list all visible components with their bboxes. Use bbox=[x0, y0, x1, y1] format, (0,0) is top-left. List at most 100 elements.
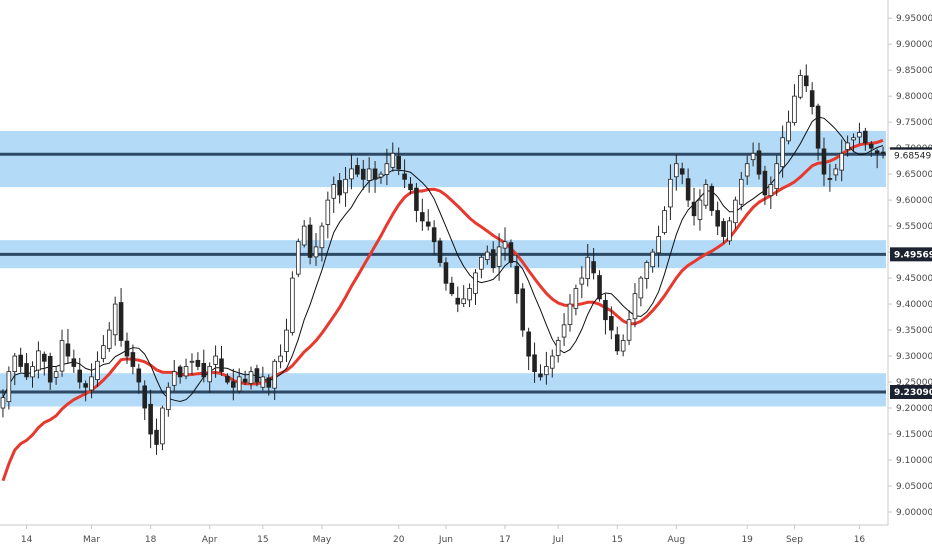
candle bbox=[148, 389, 153, 449]
candle-body bbox=[532, 354, 537, 373]
candle-body bbox=[750, 152, 756, 161]
candle-body bbox=[461, 298, 466, 304]
candlesticks bbox=[0, 64, 886, 455]
candle-body bbox=[260, 376, 266, 388]
candle bbox=[874, 148, 880, 169]
candle bbox=[384, 148, 390, 186]
candle-body bbox=[768, 184, 774, 197]
candle bbox=[514, 254, 520, 304]
zone-lower bbox=[0, 373, 886, 407]
candle-body bbox=[668, 178, 673, 208]
candle-body bbox=[0, 397, 6, 409]
candle bbox=[355, 157, 360, 178]
candle bbox=[603, 293, 608, 335]
candle-body bbox=[868, 143, 874, 149]
candle-body bbox=[248, 371, 254, 384]
candle-body bbox=[691, 201, 697, 217]
candle-body bbox=[360, 168, 366, 180]
price-tick-label: 9.45000 bbox=[896, 274, 932, 284]
candle bbox=[780, 125, 785, 178]
candle bbox=[485, 245, 490, 265]
candle-body bbox=[502, 241, 508, 249]
candle-body bbox=[6, 371, 12, 403]
candle-body bbox=[632, 293, 638, 320]
candle-body bbox=[254, 368, 260, 383]
candle-body bbox=[177, 366, 183, 378]
candle-body bbox=[609, 316, 614, 331]
candle-body bbox=[744, 163, 750, 177]
candle-body bbox=[355, 165, 360, 175]
candle-body bbox=[485, 251, 490, 260]
candle-body bbox=[614, 334, 620, 352]
candle bbox=[762, 165, 768, 205]
candle bbox=[715, 201, 720, 236]
candle bbox=[183, 358, 189, 380]
candle bbox=[721, 218, 726, 244]
candle bbox=[632, 283, 638, 328]
candle bbox=[378, 171, 384, 184]
time-tick-label: 20 bbox=[393, 535, 405, 545]
candle bbox=[626, 310, 632, 346]
candle bbox=[461, 285, 466, 307]
candle bbox=[402, 159, 407, 189]
candle-body bbox=[278, 355, 283, 363]
price-axis[interactable]: 9.950009.900009.850009.800009.750009.700… bbox=[887, 0, 932, 525]
candle bbox=[42, 351, 47, 376]
candle-body bbox=[124, 340, 130, 357]
candle bbox=[620, 334, 626, 357]
candle-body bbox=[780, 137, 785, 167]
candle-body bbox=[833, 168, 839, 176]
candle-body bbox=[112, 303, 118, 336]
candle bbox=[30, 361, 35, 388]
candle bbox=[166, 382, 171, 417]
candle bbox=[95, 351, 100, 387]
time-axis[interactable]: 14 Mar 18 Apr 15 May 20 Jun 17 Jul 15 Aug 19 Sep 16 bbox=[0, 524, 888, 545]
candle-body bbox=[53, 371, 59, 378]
candle-body bbox=[774, 163, 780, 190]
candle bbox=[154, 418, 159, 455]
time-tick-label: Mar bbox=[83, 535, 100, 545]
time-tick-label: 18 bbox=[145, 535, 157, 545]
candle bbox=[213, 345, 218, 378]
price-tick-label: 9.40000 bbox=[896, 300, 932, 310]
candle-body bbox=[130, 352, 136, 367]
candle-body bbox=[538, 373, 543, 378]
candle bbox=[112, 296, 118, 346]
candle bbox=[65, 329, 71, 364]
candle-body bbox=[851, 137, 856, 141]
candle-body bbox=[384, 163, 390, 175]
candle-body bbox=[579, 277, 585, 285]
candle-body bbox=[685, 178, 691, 201]
candle-body bbox=[42, 353, 47, 362]
candle-body bbox=[290, 277, 295, 333]
candle bbox=[750, 142, 756, 167]
candle bbox=[650, 248, 655, 273]
candle-body bbox=[225, 376, 230, 383]
price-tick-label: 9.60000 bbox=[896, 196, 932, 206]
candle-body bbox=[396, 156, 401, 170]
candle bbox=[792, 84, 797, 126]
candle-body bbox=[644, 262, 650, 279]
candle bbox=[47, 352, 53, 390]
candle bbox=[307, 217, 313, 265]
candle-body bbox=[378, 173, 384, 178]
candle bbox=[538, 364, 543, 381]
candle bbox=[118, 288, 124, 347]
candle-body bbox=[136, 368, 142, 383]
price-tick-label: 9.95000 bbox=[896, 14, 932, 24]
candle-body bbox=[467, 288, 472, 301]
candle-body bbox=[597, 275, 602, 300]
candle bbox=[414, 182, 419, 223]
candle-body bbox=[425, 221, 431, 227]
candle-body bbox=[236, 376, 242, 392]
candle bbox=[408, 177, 413, 195]
candle-body bbox=[839, 152, 844, 171]
candle-body bbox=[219, 358, 224, 373]
candle bbox=[756, 142, 762, 180]
candle-body bbox=[721, 221, 726, 237]
candle-body bbox=[331, 184, 337, 199]
candle-body bbox=[738, 178, 744, 205]
candle bbox=[674, 154, 679, 191]
